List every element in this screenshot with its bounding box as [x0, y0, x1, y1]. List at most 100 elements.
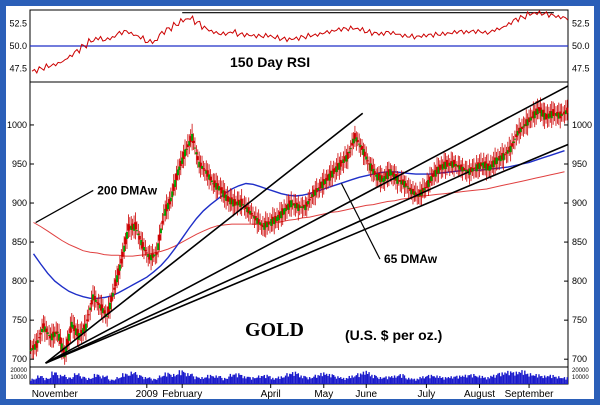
annotation-label: 200 DMAw	[97, 183, 157, 197]
price-bar-body	[113, 287, 116, 290]
x-tick-label: November	[32, 389, 79, 400]
volume-bar	[565, 379, 567, 384]
price-bar-body	[29, 350, 32, 352]
volume-bar	[392, 377, 394, 384]
price-bar-body	[451, 161, 454, 168]
price-bar-body	[321, 181, 324, 189]
price-bar-body	[477, 162, 480, 169]
price-bar-body	[479, 162, 482, 167]
price-bar-body	[506, 150, 509, 154]
volume-bar	[85, 378, 87, 384]
price-bar-body	[345, 155, 348, 162]
price-bar-body	[348, 151, 351, 154]
price-bar-body	[284, 208, 287, 212]
price-bar-body	[370, 164, 373, 172]
price-bar-body	[428, 176, 431, 183]
price-bar-body	[518, 127, 521, 134]
price-bar-body	[417, 194, 420, 197]
price-bar-body	[154, 254, 157, 256]
price-bar-body	[188, 141, 191, 146]
price-bar-body	[471, 168, 474, 172]
price-bar-body	[464, 170, 467, 172]
volume-bar	[59, 374, 62, 384]
price-bar-body	[147, 254, 150, 258]
volume-bar	[458, 375, 461, 384]
price-bar-body	[50, 333, 53, 341]
volume-bar	[532, 375, 535, 384]
volume-bar	[512, 372, 515, 384]
price-bar-body	[229, 198, 232, 205]
volume-bar	[151, 380, 154, 384]
price-bar-body	[290, 200, 293, 208]
price-bar-body	[144, 249, 147, 252]
volume-bar	[187, 373, 189, 384]
volume-bar	[167, 372, 169, 384]
price-bar-body	[133, 224, 136, 231]
volume-bar	[83, 376, 86, 384]
price-bar-body	[66, 338, 69, 346]
volume-bar	[233, 374, 236, 384]
price-bar-body	[546, 114, 549, 118]
volume-bar	[335, 378, 338, 384]
volume-bar	[164, 372, 166, 384]
price-bar-body	[273, 217, 276, 225]
volume-bar	[114, 379, 117, 384]
volume-bar	[338, 377, 341, 384]
price-bar-body	[135, 230, 138, 232]
price-bar-body	[434, 169, 437, 177]
price-bar-body	[165, 204, 168, 212]
volume-bar	[402, 374, 404, 384]
annotation-leader	[340, 183, 381, 260]
volume-bar	[443, 379, 445, 384]
volume-bar	[348, 375, 350, 384]
price-bar-body	[335, 166, 338, 173]
price-bar-body	[549, 111, 552, 118]
volume-bar	[475, 376, 478, 384]
price-tick-label-right: 800	[572, 276, 587, 286]
price-bar-body	[438, 164, 441, 171]
price-bar-body	[492, 160, 495, 168]
volume-bar	[430, 374, 433, 384]
price-bar-body	[178, 166, 181, 171]
volume-bar	[66, 379, 69, 384]
price-bar-body	[298, 205, 301, 208]
price-bar-body	[48, 334, 51, 336]
price-bar-body	[311, 194, 314, 197]
chart-title: GOLD	[245, 319, 304, 341]
price-bar-body	[92, 294, 95, 301]
price-bar-body	[111, 292, 114, 297]
volume-bar	[304, 376, 307, 384]
price-bar-body	[232, 199, 235, 207]
price-bar-body	[489, 164, 492, 170]
volume-bar	[201, 377, 203, 384]
price-bar-body	[220, 187, 223, 194]
price-bar-body	[361, 145, 364, 150]
price-bar-body	[128, 226, 131, 229]
volume-bar	[182, 371, 185, 384]
price-bar-body	[155, 252, 158, 255]
price-bar-body	[213, 180, 216, 188]
price-bar-body	[297, 204, 300, 211]
price-bar-body	[56, 331, 59, 333]
volume-bar	[460, 377, 462, 384]
volume-bar	[140, 375, 142, 384]
price-bar-body	[210, 180, 213, 183]
price-bar-body	[553, 113, 556, 115]
volume-bar	[144, 377, 147, 384]
volume-bar	[93, 373, 96, 384]
volume-bar	[538, 374, 540, 384]
volume-bar	[349, 378, 352, 384]
volume-bar	[552, 374, 554, 384]
price-bar-body	[533, 111, 536, 119]
price-bar-body	[508, 146, 511, 152]
volume-bar	[366, 373, 369, 384]
rsi-line	[31, 10, 569, 74]
price-bar-body	[488, 165, 491, 171]
volume-bar	[205, 377, 207, 384]
x-tick-label: June	[355, 389, 377, 400]
volume-bar	[105, 376, 107, 384]
volume-bar	[284, 375, 287, 384]
volume-bar	[505, 373, 508, 384]
price-bar-body	[494, 157, 497, 165]
price-bar-body	[441, 164, 444, 170]
